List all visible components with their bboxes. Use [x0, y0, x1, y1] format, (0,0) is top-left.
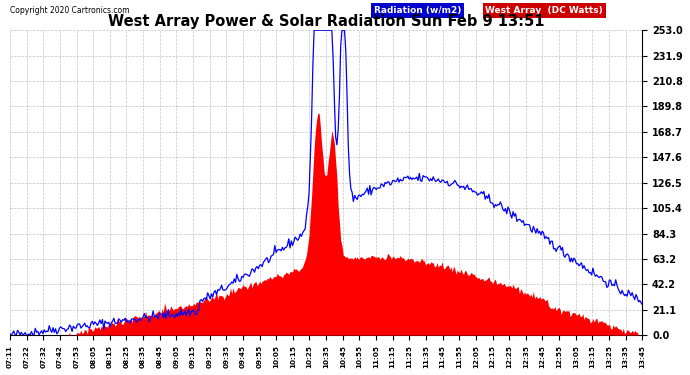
Text: Copyright 2020 Cartronics.com: Copyright 2020 Cartronics.com: [10, 6, 130, 15]
Text: West Array  (DC Watts): West Array (DC Watts): [486, 6, 603, 15]
Text: Radiation (w/m2): Radiation (w/m2): [374, 6, 462, 15]
Title: West Array Power & Solar Radiation Sun Feb 9 13:51: West Array Power & Solar Radiation Sun F…: [108, 14, 544, 29]
